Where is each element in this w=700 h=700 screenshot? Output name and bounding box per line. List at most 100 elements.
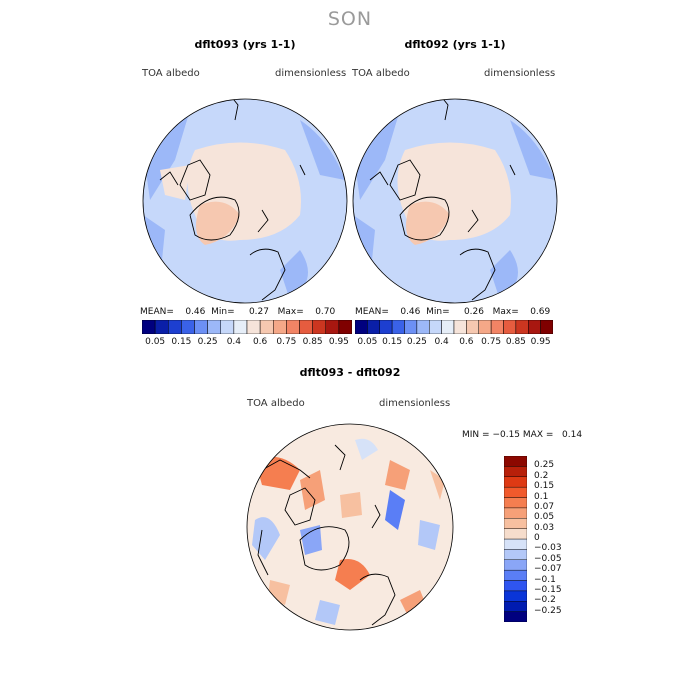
colorbar-panel-1-swatch: [325, 320, 340, 334]
panel-1-max: 0.70: [315, 307, 336, 317]
diff-panel-variable: TOA albedo: [247, 398, 305, 409]
panel-1-stats: MEAN= 0.46 Min= 0.27 Max= 0.70: [140, 307, 335, 317]
colorbar-panel-1-swatch: [142, 320, 156, 334]
colorbar-panel-2-swatch: [503, 320, 517, 334]
panel-2-mean-label: MEAN=: [355, 307, 389, 317]
colorbar-diff-tick-label: −0.1: [534, 574, 556, 585]
colorbar-panel-2-swatch: [429, 320, 442, 334]
panel-2-min: 0.26: [463, 307, 484, 317]
colorbar-panel-2-swatch: [466, 320, 479, 334]
colorbar-panel-2-swatch: [453, 320, 467, 334]
colorbar-panel-2-swatch: [404, 320, 418, 334]
colorbar-diff-tick-label: −0.05: [534, 553, 562, 564]
panel-2-min-label: Min=: [426, 307, 450, 317]
colorbar-diff-labels: 0.25 0.2 0.15 0.1 0.07 0.05 0.03 0 −0.03 −0.05 −0.…: [0, 0, 562, 615]
colorbar-panel-1-swatch: [168, 320, 182, 334]
colorbar-diff-swatch: [504, 590, 527, 602]
colorbar-panel-2-swatch: [355, 320, 368, 334]
panel-1-units: dimensionless: [275, 68, 347, 79]
panel-1-min: 0.27: [248, 307, 269, 317]
colorbar-panel-1-swatch: [154, 320, 169, 334]
colorbar-panel-2-swatch: [416, 320, 430, 334]
map-diff-field: [247, 424, 453, 630]
map-diff-coastlines: [257, 444, 396, 626]
diff-panel-stats: MIN = −0.15 MAX = 0.14: [462, 430, 582, 440]
colorbar-diff-tick-label: −0.03: [534, 543, 562, 554]
colorbar-panel-1-labels: 0.05 0.15 0.25 0.4 0.6 0.75 0.85 0.95: [142, 337, 352, 349]
colorbar-panel-2-tick-label: 0.4: [434, 337, 449, 347]
colorbar-diff-tick-label: 0.25: [534, 460, 555, 471]
panel-2-mean: 0.46: [400, 307, 421, 317]
colorbar-diff-tick-label: −0.25: [534, 605, 562, 616]
colorbar-diff: [504, 456, 527, 622]
colorbar-diff-swatch: [504, 518, 527, 529]
map-2-field: [353, 99, 557, 303]
colorbar-diff-swatch: [504, 601, 527, 612]
colorbar-panel-1-swatch: [233, 320, 248, 334]
colorbar-diff-tick-label: 0: [534, 533, 540, 543]
colorbar-panel-2-tick-label: 0.05: [357, 337, 378, 347]
colorbar-diff-tick-label: 0.03: [534, 522, 555, 533]
colorbar-diff-tick-label: 0.15: [534, 481, 555, 492]
panel-1-mean: 0.46: [185, 307, 206, 317]
colorbar-panel-1-swatch: [273, 320, 287, 334]
colorbar-panel-2-swatch: [478, 320, 492, 334]
colorbar-panel-2-swatch: [540, 320, 553, 334]
colorbar-panel-2-swatch: [441, 320, 455, 334]
colorbar-panel-1-tick-label: 0.85: [302, 337, 323, 347]
colorbar-diff-swatch: [504, 538, 527, 550]
panel-2-stats: MEAN= 0.46 Min= 0.26 Max= 0.69: [355, 307, 550, 317]
colorbar-panel-2-swatch: [379, 320, 393, 334]
colorbar-panel-1: [142, 320, 352, 334]
colorbar-panel-1-swatch: [220, 320, 235, 334]
colorbar-panel-2-swatch: [391, 320, 405, 334]
colorbar-panel-1-tick-label: 0.25: [197, 337, 218, 347]
colorbar-panel-2: [355, 320, 553, 334]
colorbar-panel-1-swatch: [286, 320, 300, 334]
colorbar-diff-swatch: [504, 569, 527, 581]
colorbar-panel-2-swatch: [515, 320, 529, 334]
diff-panel-title: dflt093 - dflt092: [299, 366, 401, 379]
colorbar-panel-2-tick-label: 0.85: [505, 337, 526, 347]
colorbar-diff-tick-label: −0.15: [534, 584, 562, 595]
colorbar-panel-2-tick-label: 0.6: [459, 337, 474, 347]
diff-panel-units: dimensionless: [379, 398, 451, 409]
panel-1-mean-label: MEAN=: [140, 307, 174, 317]
colorbar-diff-swatch: [504, 466, 527, 477]
colorbar-panel-1-swatch: [194, 320, 208, 334]
map-1-coastlines: [159, 99, 306, 301]
colorbar-diff-swatch: [504, 497, 527, 509]
colorbar-diff-tick-label: 0.07: [534, 501, 555, 512]
colorbar-panel-1-tick-label: 0.05: [145, 337, 166, 347]
panel-2-title: dflt092 (yrs 1-1): [404, 38, 506, 51]
colorbar-panel-2-tick-label: 0.75: [481, 337, 502, 347]
colorbar-panel-1-swatch: [338, 320, 352, 334]
diff-min-label: MIN =: [462, 430, 490, 440]
diff-max: 0.14: [562, 430, 583, 440]
colorbar-panel-1-swatch: [259, 320, 274, 334]
colorbar-panel-2-labels: 0.05 0.15 0.25 0.4 0.6 0.75 0.85 0.95: [355, 337, 553, 349]
panel-2-units: dimensionless: [484, 68, 556, 79]
colorbar-panel-2-swatch: [367, 320, 380, 334]
colorbar-diff-swatch: [504, 549, 527, 560]
colorbar-panel-1-swatch: [312, 320, 326, 334]
colorbar-diff-swatch: [504, 507, 527, 519]
colorbar-diff-swatch: [504, 456, 527, 467]
colorbar-panel-2-tick-label: 0.15: [382, 337, 403, 347]
diff-min: −0.15: [492, 430, 521, 440]
colorbar-diff-swatch: [504, 486, 527, 498]
colorbar-diff-tick-label: 0.05: [534, 512, 555, 523]
colorbar-panel-2-swatch: [490, 320, 504, 334]
colorbar-diff-tick-label: −0.2: [534, 595, 556, 606]
map-1-field: [143, 99, 347, 303]
map-2-coastlines: [369, 99, 516, 301]
colorbar-diff-swatch: [504, 476, 527, 488]
colorbar-panel-1-tick-label: 0.4: [226, 337, 242, 347]
diff-max-label: MAX =: [522, 430, 554, 440]
colorbar-panel-1-swatch: [181, 320, 195, 334]
colorbar-panel-2-swatch: [528, 320, 541, 334]
colorbar-panel-1-tick-label: 0.75: [276, 337, 297, 347]
colorbar-panel-1-swatch: [246, 320, 261, 334]
panel-2-max: 0.69: [530, 307, 551, 317]
